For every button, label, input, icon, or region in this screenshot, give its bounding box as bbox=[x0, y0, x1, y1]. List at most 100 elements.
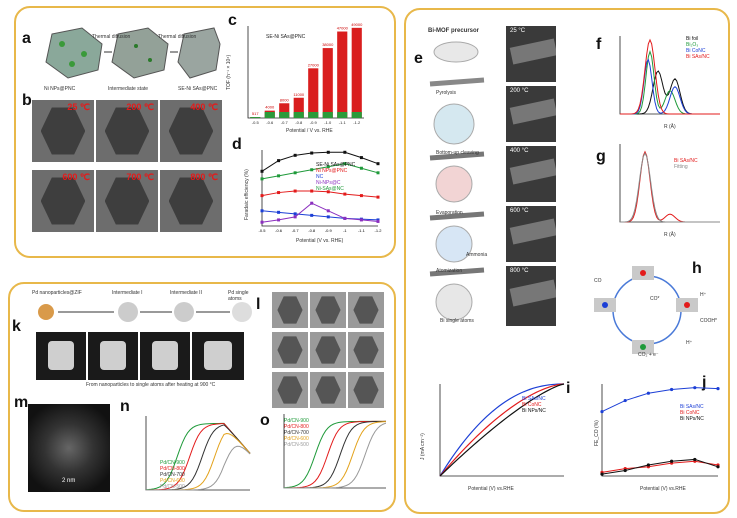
panel-j-xlabel: Potential (V) vs.RHE bbox=[640, 486, 686, 492]
data-point bbox=[260, 209, 264, 213]
temperature-label: 800 °C bbox=[510, 268, 529, 274]
bar-base bbox=[308, 112, 319, 118]
tick-label: -0.6 bbox=[275, 228, 283, 233]
label-h: h bbox=[692, 260, 702, 277]
tick-label: -0.8 bbox=[308, 228, 316, 233]
temperature-label: 400 °C bbox=[510, 148, 529, 154]
tem-image: 400 ℃ bbox=[160, 100, 222, 162]
legend-item: Bi SAs/NC bbox=[522, 396, 546, 402]
data-point bbox=[343, 150, 347, 154]
stem-image bbox=[192, 332, 244, 380]
series-line bbox=[620, 58, 720, 115]
legend-item: Bi CoNC bbox=[680, 410, 700, 416]
series-line bbox=[145, 445, 251, 491]
bar-label: 38000 bbox=[322, 42, 334, 47]
tem-image bbox=[348, 372, 384, 408]
panel-f-xlabel: R (Å) bbox=[664, 124, 676, 130]
tick-label: -1.0 bbox=[324, 120, 332, 125]
legend-item: Ni NPs@PNC bbox=[316, 168, 348, 174]
data-point bbox=[693, 457, 697, 462]
tick-label: -0.6 bbox=[266, 120, 274, 125]
tick-label: -1.2 bbox=[353, 120, 361, 125]
panel-a-schematic bbox=[45, 27, 221, 79]
data-point bbox=[277, 210, 281, 214]
legend-item: Ni-SAs@NC bbox=[316, 186, 344, 192]
data-point bbox=[326, 165, 330, 169]
series-line bbox=[439, 383, 565, 477]
legend-item: Pd/CN-800 bbox=[160, 466, 185, 472]
data-point bbox=[293, 171, 297, 175]
tem-strip: 400 °C bbox=[506, 146, 556, 202]
legend-item: SE-Ni SAs@PNC bbox=[316, 162, 356, 168]
legend-item: Bi NPs/NC bbox=[522, 408, 546, 414]
panel-g-xlabel: R (Å) bbox=[664, 232, 676, 238]
data-point bbox=[293, 215, 297, 219]
axis bbox=[261, 150, 378, 227]
series-line bbox=[261, 210, 379, 221]
panel-i-ylabel: J (mA cm⁻²) bbox=[420, 433, 426, 460]
panel-j-fe-chart bbox=[600, 384, 720, 477]
tem-strip: 200 °C bbox=[506, 86, 556, 142]
data-point bbox=[310, 189, 314, 193]
tem-image bbox=[348, 292, 384, 328]
panel-a-caption-2: Intermediate state bbox=[108, 86, 149, 92]
tem-strip: 800 °C bbox=[506, 266, 556, 326]
panel-a-arrow-1: Thermal diffusion bbox=[92, 34, 131, 40]
tick-label: -0.7 bbox=[292, 228, 300, 233]
data-point bbox=[277, 174, 281, 178]
label-m: m bbox=[14, 394, 29, 411]
panel-a-caption-1: Ni NPs@PNC bbox=[44, 86, 76, 92]
data-point bbox=[670, 387, 674, 392]
series-line bbox=[261, 163, 379, 180]
legend-item: Pd/CN-600 bbox=[160, 478, 185, 484]
label-e: e bbox=[414, 50, 423, 67]
bar-label: 11000 bbox=[293, 92, 305, 97]
stem-image bbox=[140, 332, 190, 380]
temperature-label: 800 ℃ bbox=[190, 172, 218, 182]
legend-item: Pd/CN-900 bbox=[160, 460, 185, 466]
stage-label: Pd single atoms bbox=[228, 290, 249, 302]
axis bbox=[145, 416, 250, 491]
data-point bbox=[623, 468, 627, 473]
tem-image: 200 ℃ bbox=[96, 100, 158, 162]
tem-strip: 25 °C bbox=[506, 26, 556, 82]
panel-f-exafs-chart bbox=[619, 36, 720, 115]
series-line bbox=[619, 152, 720, 223]
species-label: CO* bbox=[650, 296, 660, 302]
panel-o-legend: Pd/CN-900 Pd/CN-800 Pd/CN-700 Pd/CN-600 … bbox=[284, 418, 309, 448]
bar bbox=[308, 68, 319, 118]
data-point bbox=[359, 156, 363, 160]
tem-image: 600 ℃ bbox=[32, 170, 94, 232]
data-point bbox=[310, 201, 314, 205]
data-point bbox=[359, 166, 363, 170]
temperature-label: 400 ℃ bbox=[190, 102, 218, 112]
series-line bbox=[261, 151, 379, 172]
legend-item: Pd/CN-700 bbox=[160, 472, 185, 478]
series-line bbox=[601, 458, 719, 475]
series-line bbox=[601, 460, 719, 473]
panel-j-ylabel: FE_CO (%) bbox=[594, 420, 600, 446]
data-point bbox=[310, 213, 314, 217]
data-point bbox=[646, 391, 650, 395]
stage-label: Intermediate I bbox=[112, 290, 143, 296]
legend-item: Bi SAs/NC bbox=[680, 404, 704, 410]
tem-image bbox=[272, 332, 308, 368]
legend-item: NC bbox=[316, 174, 324, 180]
legend-item: Fitting bbox=[674, 164, 688, 170]
bar-label: 517 bbox=[252, 111, 259, 116]
panel-h-reaction-cycle bbox=[594, 266, 698, 354]
data-point bbox=[716, 465, 720, 469]
label-j: j bbox=[702, 374, 707, 391]
data-point bbox=[260, 194, 264, 198]
species-label: H⁺ bbox=[686, 340, 693, 346]
tick-label: -0.9 bbox=[325, 228, 333, 233]
panel-e-process-schematic bbox=[429, 41, 485, 321]
bar-label: 27000 bbox=[308, 62, 320, 67]
data-point bbox=[326, 150, 330, 154]
panel-a-caption-3: SE-Ni SAs@PNC bbox=[178, 86, 218, 92]
label-l: l bbox=[256, 296, 261, 313]
species-label: COOH* bbox=[700, 318, 717, 324]
tem-image: 800 ℃ bbox=[160, 170, 222, 232]
series-line bbox=[619, 150, 720, 223]
data-point bbox=[359, 194, 363, 198]
